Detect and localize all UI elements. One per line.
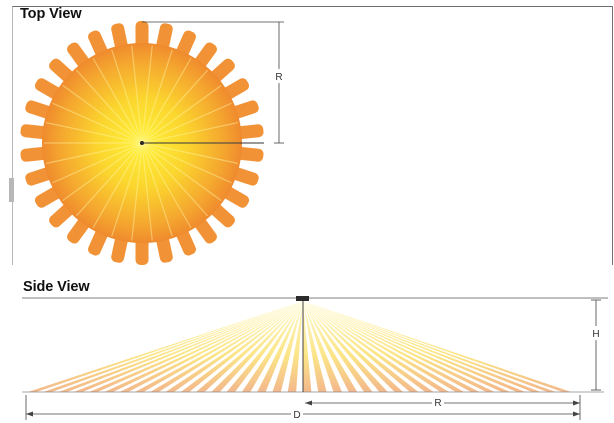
- side-beam: [211, 301, 303, 392]
- side-radius-arrow-right: [573, 400, 580, 406]
- diameter-label-bg: [291, 408, 303, 421]
- ray-line: [141, 45, 153, 144]
- ray-line: [111, 49, 143, 144]
- diameter-arrow-right: [573, 411, 580, 417]
- side-beam: [303, 301, 358, 392]
- side-beam: [104, 301, 303, 392]
- top-view-frame: [12, 6, 613, 265]
- side-beam: [287, 301, 303, 392]
- ray-line: [141, 142, 173, 237]
- height-label-bg: [589, 326, 603, 340]
- side-beam: [303, 301, 495, 392]
- top-view-title: Top View: [20, 6, 82, 22]
- ray-line: [141, 142, 192, 229]
- side-radius-label: R: [434, 398, 441, 409]
- diameter-arrow-left: [26, 411, 33, 417]
- side-beam: [28, 301, 303, 392]
- ray-line: [141, 122, 238, 144]
- height-label: H: [592, 329, 599, 340]
- side-beam: [119, 301, 304, 392]
- side-beam: [303, 301, 511, 392]
- side-beam: [150, 301, 303, 392]
- side-beam: [303, 301, 419, 392]
- ray-line: [46, 122, 143, 144]
- ray-line: [141, 57, 192, 144]
- side-beam: [226, 301, 303, 392]
- height-dimension: H: [589, 299, 603, 391]
- side-beam: [303, 301, 327, 392]
- side-beam: [303, 301, 434, 392]
- ray-line: [131, 45, 143, 144]
- ray-line: [52, 142, 143, 184]
- side-view-title: Side View: [23, 279, 90, 295]
- ray-line: [141, 142, 238, 164]
- ray-line: [75, 69, 143, 144]
- ray-line: [141, 142, 153, 241]
- ray-line: [141, 84, 222, 144]
- ray-line: [92, 142, 143, 229]
- side-beam: [303, 301, 572, 392]
- top-view-pattern: [20, 21, 264, 265]
- ray-line: [46, 142, 143, 164]
- side-beam: [196, 301, 303, 392]
- side-beam: [303, 301, 388, 392]
- top-radius-dimension: R: [142, 21, 286, 144]
- side-beam: [303, 301, 449, 392]
- side-beam: [257, 301, 303, 392]
- diameter-label: D: [293, 410, 300, 421]
- ray-line: [141, 142, 222, 202]
- ray-line: [75, 142, 143, 217]
- ray-line: [141, 142, 209, 217]
- ray-line: [111, 142, 143, 237]
- ray-line: [141, 142, 232, 184]
- side-beam: [180, 301, 303, 392]
- side-beam: [134, 301, 303, 392]
- side-beam: [89, 301, 303, 392]
- radius-label-bg: [272, 69, 286, 83]
- side-beams: [28, 301, 572, 392]
- side-beam: [272, 301, 303, 392]
- side-beam: [303, 301, 404, 392]
- side-beam: [303, 301, 480, 392]
- side-beam: [303, 301, 526, 392]
- ray-lines: [44, 45, 240, 241]
- ray-line: [52, 102, 143, 144]
- side-beam: [303, 301, 465, 392]
- side-beam: [303, 301, 556, 392]
- ray-line: [92, 57, 143, 144]
- side-radius-arrow-left: [305, 400, 312, 406]
- ray-line: [141, 102, 232, 144]
- side-radius-dimension: R: [305, 395, 581, 420]
- sensor-device: [296, 296, 309, 301]
- side-beam: [303, 301, 541, 392]
- side-beam: [303, 301, 312, 392]
- side-beam: [303, 301, 342, 392]
- ray-line: [62, 84, 143, 144]
- ray-line: [131, 142, 143, 241]
- ray-line: [141, 69, 209, 144]
- side-beam: [165, 301, 303, 392]
- radius-label: R: [275, 72, 282, 83]
- side-beam: [58, 301, 303, 392]
- diameter-dimension: D: [25, 395, 580, 421]
- ray-line: [141, 49, 173, 144]
- side-beam: [43, 301, 304, 392]
- side-beam: [241, 301, 303, 392]
- side-radius-label-bg: [432, 396, 444, 409]
- ray-line: [62, 142, 143, 202]
- frame-edge-marker: [9, 178, 14, 202]
- side-beam: [303, 301, 373, 392]
